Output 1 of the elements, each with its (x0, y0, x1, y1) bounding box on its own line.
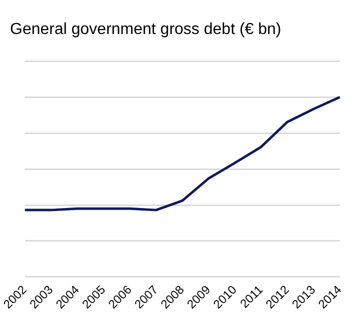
chart-title: General government gross debt (€ bn) (10, 21, 282, 38)
